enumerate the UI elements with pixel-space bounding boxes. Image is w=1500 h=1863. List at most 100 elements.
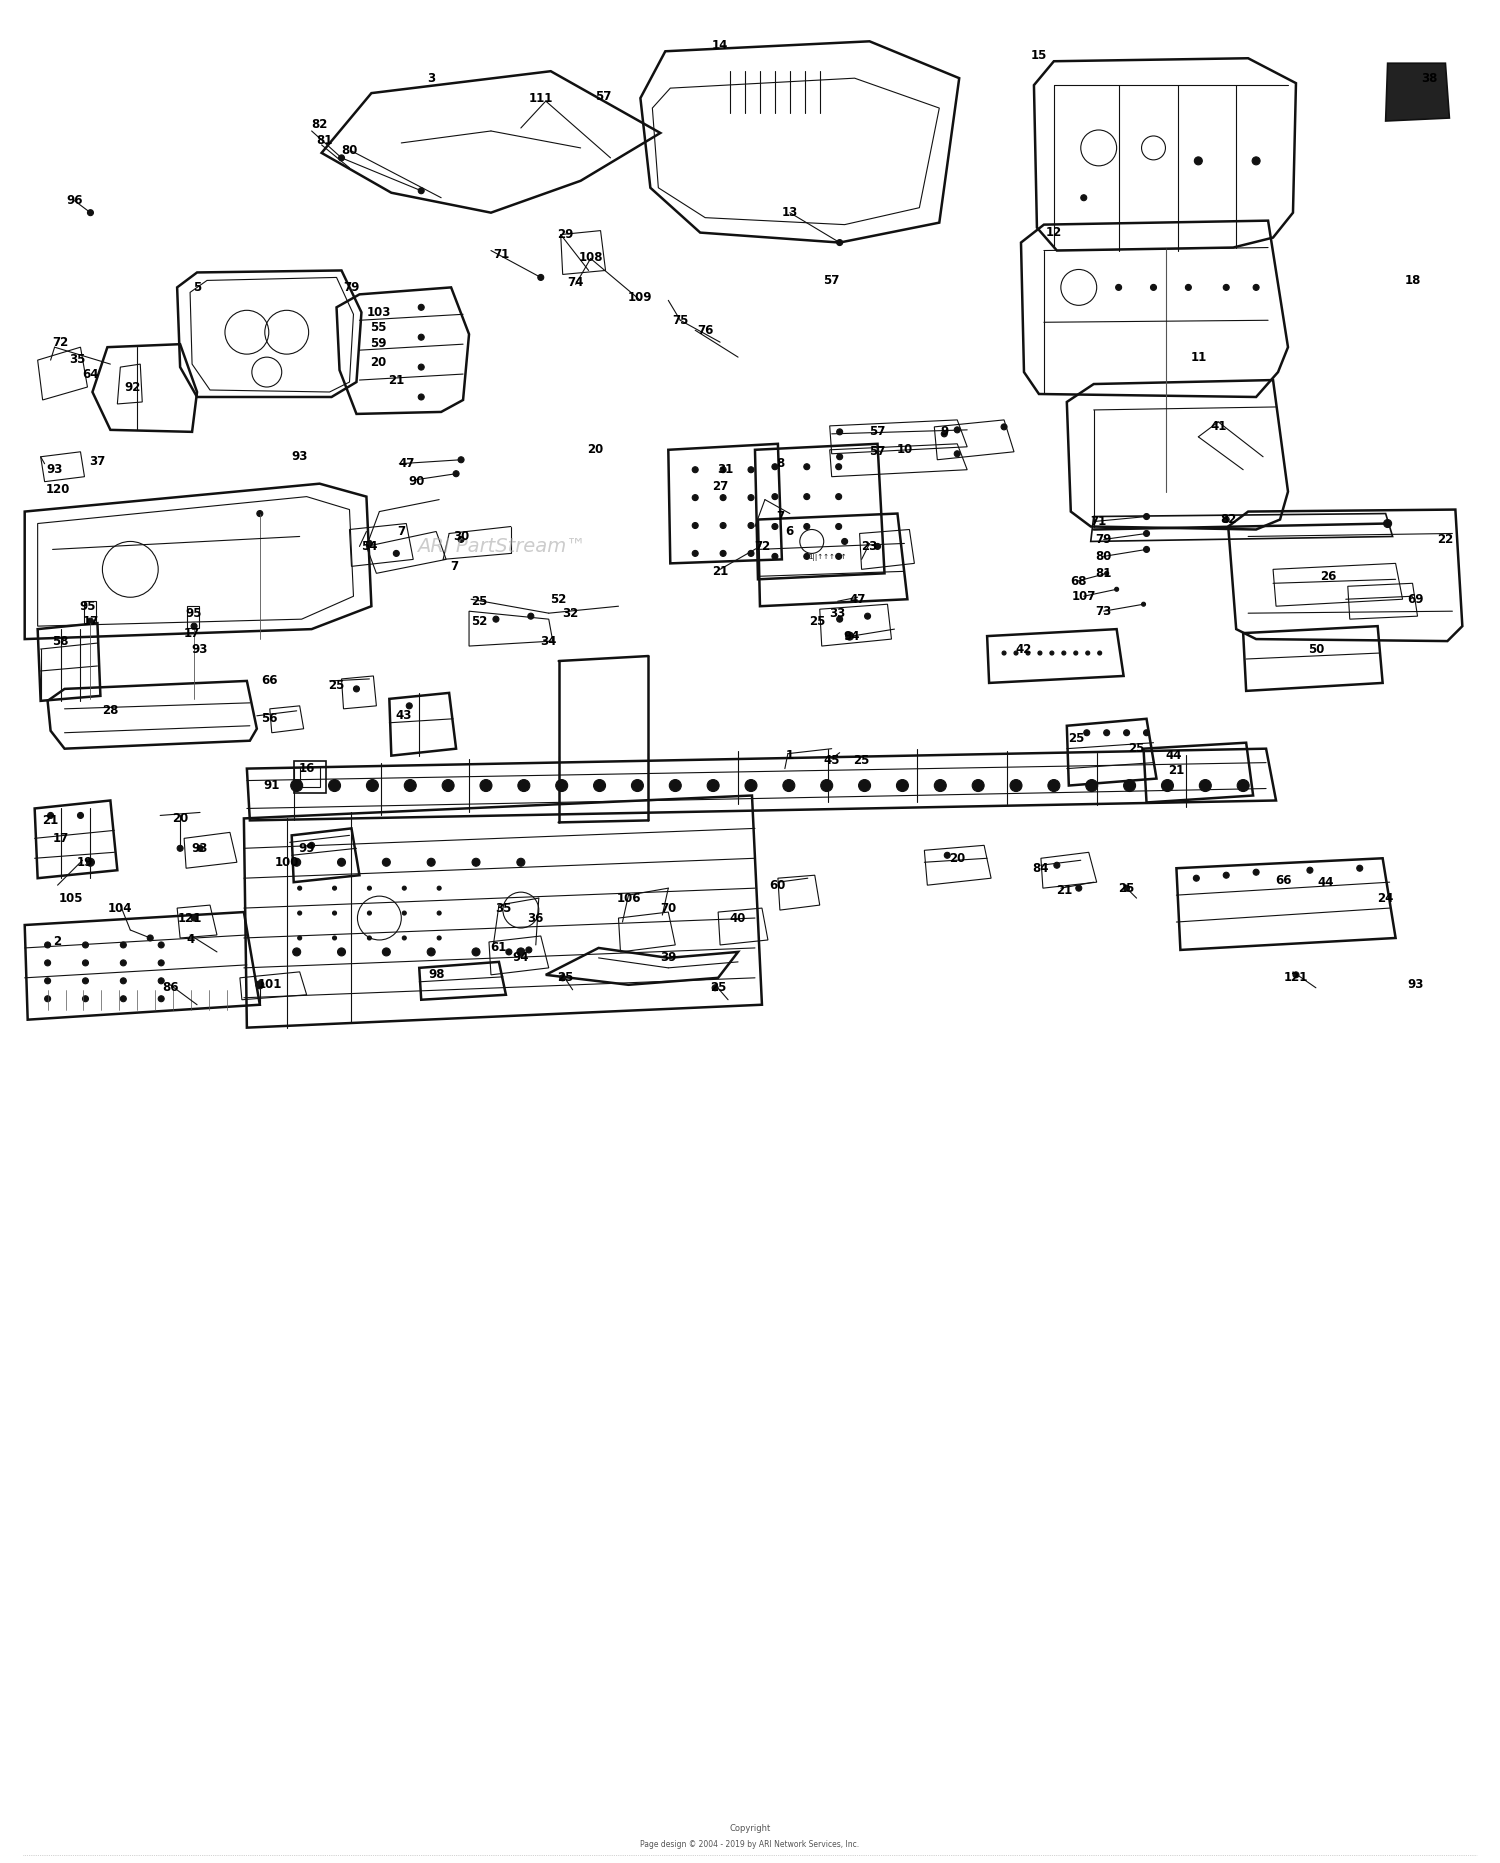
Text: ARI PartStream™: ARI PartStream™ [417,537,585,555]
Text: 2: 2 [54,935,62,948]
Circle shape [1000,425,1006,430]
Circle shape [1143,531,1149,537]
Circle shape [436,935,441,941]
Circle shape [158,995,164,1002]
Circle shape [1356,864,1362,872]
Text: 66: 66 [261,674,278,687]
Circle shape [338,859,345,866]
Circle shape [82,995,88,1002]
Text: 93: 93 [192,842,208,855]
Text: Copyright: Copyright [729,1824,771,1833]
Circle shape [858,779,870,792]
Text: 93: 93 [1407,978,1424,991]
Circle shape [453,471,459,477]
Circle shape [427,859,435,866]
Circle shape [339,155,345,160]
Circle shape [82,978,88,984]
Circle shape [393,550,399,557]
Text: 86: 86 [162,982,178,995]
Circle shape [1062,650,1066,656]
Text: 72: 72 [754,540,770,553]
Circle shape [1383,520,1392,527]
Circle shape [333,935,336,941]
Text: 25: 25 [810,615,826,628]
Circle shape [1076,885,1082,891]
Text: 66: 66 [1275,874,1292,887]
Circle shape [1124,779,1136,792]
Circle shape [555,779,567,792]
Circle shape [368,935,372,941]
Circle shape [472,948,480,956]
Circle shape [427,948,435,956]
Text: 73: 73 [1095,605,1112,619]
Circle shape [712,986,718,991]
Circle shape [720,550,726,557]
Text: 15: 15 [1030,48,1047,61]
Circle shape [158,943,164,948]
Text: 21: 21 [1168,764,1185,777]
Text: 19: 19 [76,855,93,868]
Circle shape [177,846,183,851]
Text: 25: 25 [710,982,726,995]
Circle shape [82,943,88,948]
Text: 37: 37 [90,455,105,468]
Text: 95: 95 [80,600,96,613]
Circle shape [720,494,726,501]
Circle shape [1026,650,1030,656]
Text: 25: 25 [558,971,574,984]
Text: 52: 52 [471,615,488,628]
Circle shape [692,522,698,529]
Text: 20: 20 [370,356,387,369]
Circle shape [45,943,51,948]
Bar [84,602,96,622]
Circle shape [1124,885,1130,891]
Circle shape [720,522,726,529]
Circle shape [1200,779,1212,792]
Circle shape [436,911,441,915]
Text: 109: 109 [628,291,652,304]
Circle shape [1014,650,1019,656]
Circle shape [472,859,480,866]
Circle shape [402,911,406,915]
Circle shape [1084,730,1089,736]
Text: 14: 14 [712,39,729,52]
Text: 10: 10 [897,443,912,456]
Text: 35: 35 [69,352,86,365]
Circle shape [190,915,196,920]
Circle shape [1293,972,1299,978]
Text: 93: 93 [291,451,308,464]
Circle shape [480,779,492,792]
Circle shape [120,943,126,948]
Circle shape [934,779,946,792]
Text: 76: 76 [698,324,714,337]
Circle shape [1074,650,1078,656]
Text: 98: 98 [427,969,444,982]
Circle shape [48,812,54,818]
Text: 54: 54 [362,540,378,553]
Text: 34: 34 [540,635,556,648]
Circle shape [748,522,754,529]
Circle shape [1142,602,1146,605]
Circle shape [419,363,424,371]
Text: 21: 21 [42,814,58,827]
Circle shape [692,494,698,501]
Text: 81: 81 [316,134,333,147]
Circle shape [954,427,960,432]
Text: Page design © 2004 - 2019 by ARI Network Services, Inc.: Page design © 2004 - 2019 by ARI Network… [640,1841,860,1850]
Text: 21: 21 [1056,883,1072,896]
Circle shape [692,468,698,473]
Circle shape [147,935,153,941]
Text: 13: 13 [782,207,798,220]
Circle shape [292,859,300,866]
Circle shape [338,948,345,956]
Circle shape [87,619,93,624]
Text: 121: 121 [178,911,203,924]
Text: 25: 25 [853,755,870,768]
Text: 105: 105 [58,892,82,905]
Text: 21: 21 [712,564,728,578]
Circle shape [494,617,500,622]
Text: 70: 70 [660,902,676,915]
Text: 57: 57 [596,89,612,102]
Circle shape [506,948,512,956]
Text: 64: 64 [82,367,99,380]
